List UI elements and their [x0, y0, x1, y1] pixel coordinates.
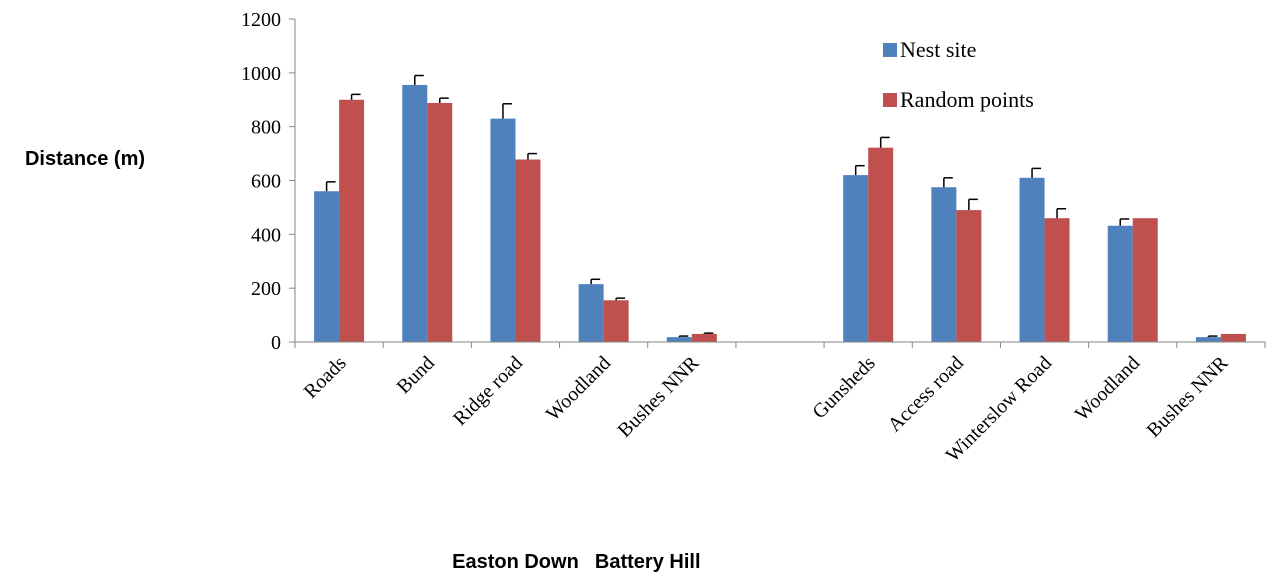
legend: Nest site Random points: [883, 37, 1034, 112]
bar: [427, 102, 453, 342]
bar: [1019, 177, 1045, 342]
y-tick-label: 800: [251, 117, 281, 139]
y-tick-label: 0: [271, 332, 281, 354]
category-label: Bushes NNR: [614, 352, 704, 442]
bar: [402, 84, 428, 342]
y-tick-label: 1000: [241, 63, 281, 85]
y-tick-label: 400: [251, 224, 281, 246]
bar: [931, 187, 957, 342]
bar: [490, 118, 516, 342]
legend-swatch: [883, 93, 897, 107]
group-label: Battery Hill: [595, 551, 701, 573]
bar: [1107, 225, 1133, 342]
bar: [1044, 218, 1070, 342]
bars: [314, 74, 1246, 342]
category-label: Gunsheds: [808, 352, 879, 423]
bar: [1220, 333, 1246, 342]
bar: [578, 284, 604, 342]
legend-swatch: [883, 43, 897, 57]
bar: [314, 191, 340, 342]
bar: [603, 300, 629, 342]
bar: [868, 147, 894, 342]
y-tick-label: 200: [251, 278, 281, 300]
y-axis-title: Distance (m): [25, 148, 145, 170]
legend-label: Random points: [900, 87, 1034, 112]
category-label: Ridge road: [449, 352, 527, 430]
group-label: Easton Down: [452, 551, 579, 573]
bar: [515, 159, 541, 342]
bar: [1195, 337, 1221, 342]
category-label: Access road: [884, 352, 968, 436]
category-label: Bushes NNR: [1143, 352, 1233, 442]
bar: [956, 210, 982, 342]
legend-label: Nest site: [900, 37, 976, 62]
category-label: Woodland: [542, 352, 615, 425]
category-label: Bund: [393, 352, 439, 398]
category-label: Roads: [300, 352, 351, 403]
category-label: Woodland: [1071, 352, 1144, 425]
bar: [843, 175, 869, 342]
bar: [691, 333, 717, 342]
y-axis: 0 200 400 600 800 1000 1200: [241, 9, 295, 354]
group-labels: Easton Down Battery Hill: [452, 551, 700, 573]
bar: [339, 99, 365, 342]
bar: [1132, 218, 1158, 342]
y-tick-label: 1200: [241, 9, 281, 31]
y-tick-label: 600: [251, 171, 281, 193]
bar: [666, 337, 692, 342]
axes: [294, 19, 1266, 348]
